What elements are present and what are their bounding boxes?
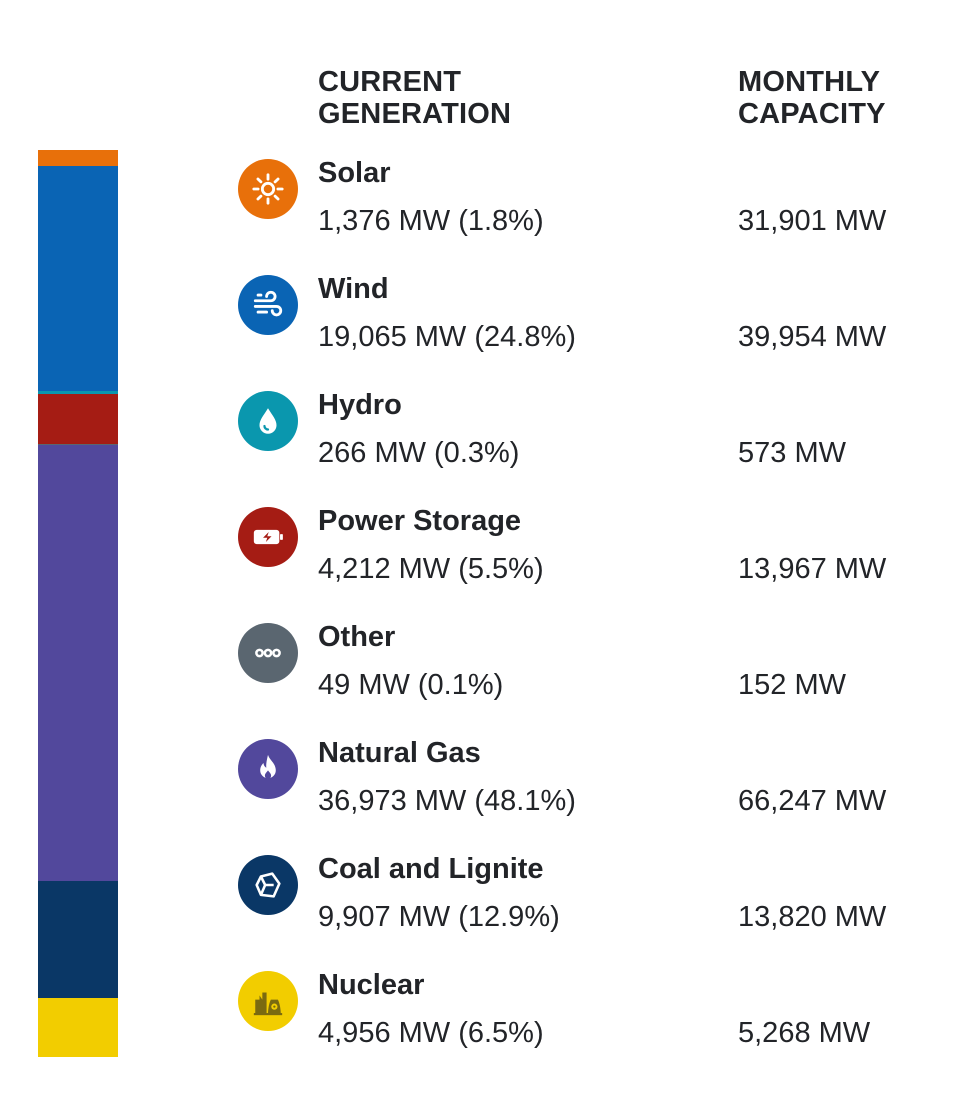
monthly-capacity-value: 13,820 MW xyxy=(738,901,887,933)
source-row-solar: Solar 1,376 MW (1.8%) 31,901 MW xyxy=(238,150,958,260)
bar-segment-hydro xyxy=(38,391,118,394)
source-row-nuclear: Nuclear 4,956 MW (6.5%) 5,268 MW xyxy=(238,962,958,1072)
current-generation-value: 4,212 MW (5.5%) xyxy=(318,553,544,585)
source-row-other: Other 49 MW (0.1%) 152 MW xyxy=(238,614,958,724)
monthly-capacity-header: MONTHLY CAPACITY xyxy=(738,66,886,130)
source-name: Natural Gas xyxy=(318,737,481,769)
source-row-wind: Wind 19,065 MW (24.8%) 39,954 MW xyxy=(238,266,958,376)
current-generation-value: 49 MW (0.1%) xyxy=(318,669,504,701)
bar-segment-nuclear xyxy=(38,998,118,1057)
bar-segment-coal-and-lignite xyxy=(38,881,118,999)
source-name: Power Storage xyxy=(318,505,522,537)
source-name: Coal and Lignite xyxy=(318,853,544,885)
monthly-capacity-value: 5,268 MW xyxy=(738,1017,871,1049)
monthly-capacity-value: 31,901 MW xyxy=(738,205,887,237)
monthly-capacity-value: 39,954 MW xyxy=(738,321,887,353)
bar-segment-power-storage xyxy=(38,393,118,444)
source-row-power-storage: Power Storage 4,212 MW (5.5%) 13,967 MW xyxy=(238,498,958,608)
bar-segment-other xyxy=(38,443,118,445)
current-generation-value: 266 MW (0.3%) xyxy=(318,437,520,469)
nuclear-plant-icon xyxy=(238,971,298,1031)
current-generation-value: 9,907 MW (12.9%) xyxy=(318,901,560,933)
source-row-hydro: Hydro 266 MW (0.3%) 573 MW xyxy=(238,382,958,492)
current-generation-value: 1,376 MW (1.8%) xyxy=(318,205,544,237)
bar-segment-natural-gas xyxy=(38,444,118,882)
source-name: Hydro xyxy=(318,389,402,421)
source-name: Other xyxy=(318,621,396,653)
bar-segment-wind xyxy=(38,166,118,392)
source-name: Nuclear xyxy=(318,969,425,1001)
source-row-natural-gas: Natural Gas 36,973 MW (48.1%) 66,247 MW xyxy=(238,730,958,840)
battery-icon xyxy=(238,507,298,567)
monthly-capacity-value: 573 MW xyxy=(738,437,846,469)
monthly-capacity-value: 66,247 MW xyxy=(738,785,887,817)
coal-icon xyxy=(238,855,298,915)
current-generation-value: 19,065 MW (24.8%) xyxy=(318,321,576,353)
more-dots-icon xyxy=(238,623,298,683)
monthly-capacity-value: 13,967 MW xyxy=(738,553,887,585)
stacked-generation-bar xyxy=(38,150,118,1057)
source-name: Solar xyxy=(318,157,391,189)
source-row-coal-and-lignite: Coal and Lignite 9,907 MW (12.9%) 13,820 M… xyxy=(238,846,958,956)
source-name: Wind xyxy=(318,273,389,305)
wind-icon xyxy=(238,275,298,335)
current-generation-value: 4,956 MW (6.5%) xyxy=(318,1017,544,1049)
monthly-capacity-value: 152 MW xyxy=(738,669,846,701)
water-drop-icon xyxy=(238,391,298,451)
current-generation-header: CURRENT GENERATION xyxy=(318,66,512,130)
flame-icon xyxy=(238,739,298,799)
sun-icon xyxy=(238,159,298,219)
current-generation-value: 36,973 MW (48.1%) xyxy=(318,785,576,817)
bar-segment-solar xyxy=(38,150,118,167)
